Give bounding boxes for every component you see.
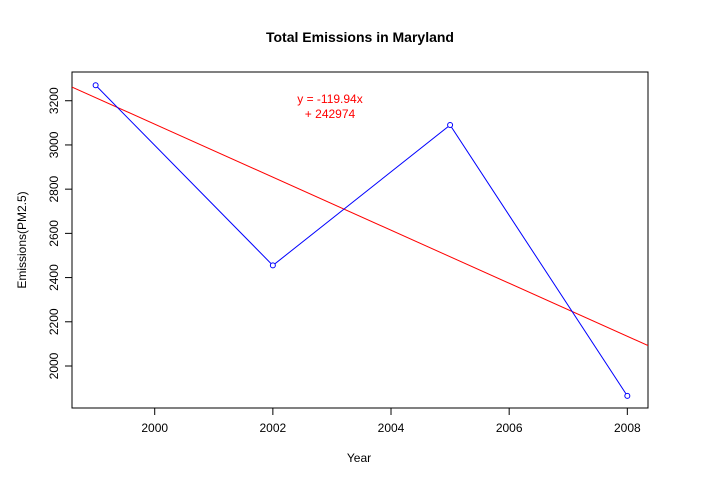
y-tick-label: 2000	[47, 352, 61, 379]
y-tick-label: 3200	[47, 87, 61, 114]
series-line	[95, 84, 628, 397]
x-axis-label: Year	[347, 451, 371, 465]
chart-title: Total Emissions in Maryland	[266, 29, 454, 45]
x-tick-label: 2008	[614, 421, 641, 435]
x-tick-label: 2006	[496, 421, 523, 435]
x-tick-label: 2002	[260, 421, 287, 435]
y-tick-label: 3000	[47, 131, 61, 158]
x-axis: 2000 2002 2004 2006 2008	[141, 408, 641, 435]
y-tick-label: 2600	[47, 220, 61, 247]
data-point	[269, 262, 276, 269]
regression-equation-line-1: y = -119.94x	[297, 92, 362, 106]
data-point	[624, 392, 631, 399]
data-point	[447, 122, 454, 129]
x-tick-label: 2004	[378, 421, 405, 435]
data-point	[92, 82, 99, 89]
y-axis: 2000 2200 2400 2600 2800 3000 3200	[47, 87, 72, 379]
x-tick-label: 2000	[141, 421, 168, 435]
y-tick-label: 2400	[47, 264, 61, 291]
regression-equation-line-2: + 242974	[305, 107, 356, 121]
y-axis-label: Emissions(PM2.5)	[15, 191, 29, 288]
y-tick-label: 2200	[47, 308, 61, 335]
plot-frame	[71, 71, 649, 409]
plot-area	[72, 82, 648, 399]
regression-line	[72, 86, 648, 347]
y-tick-label: 2800	[47, 175, 61, 202]
